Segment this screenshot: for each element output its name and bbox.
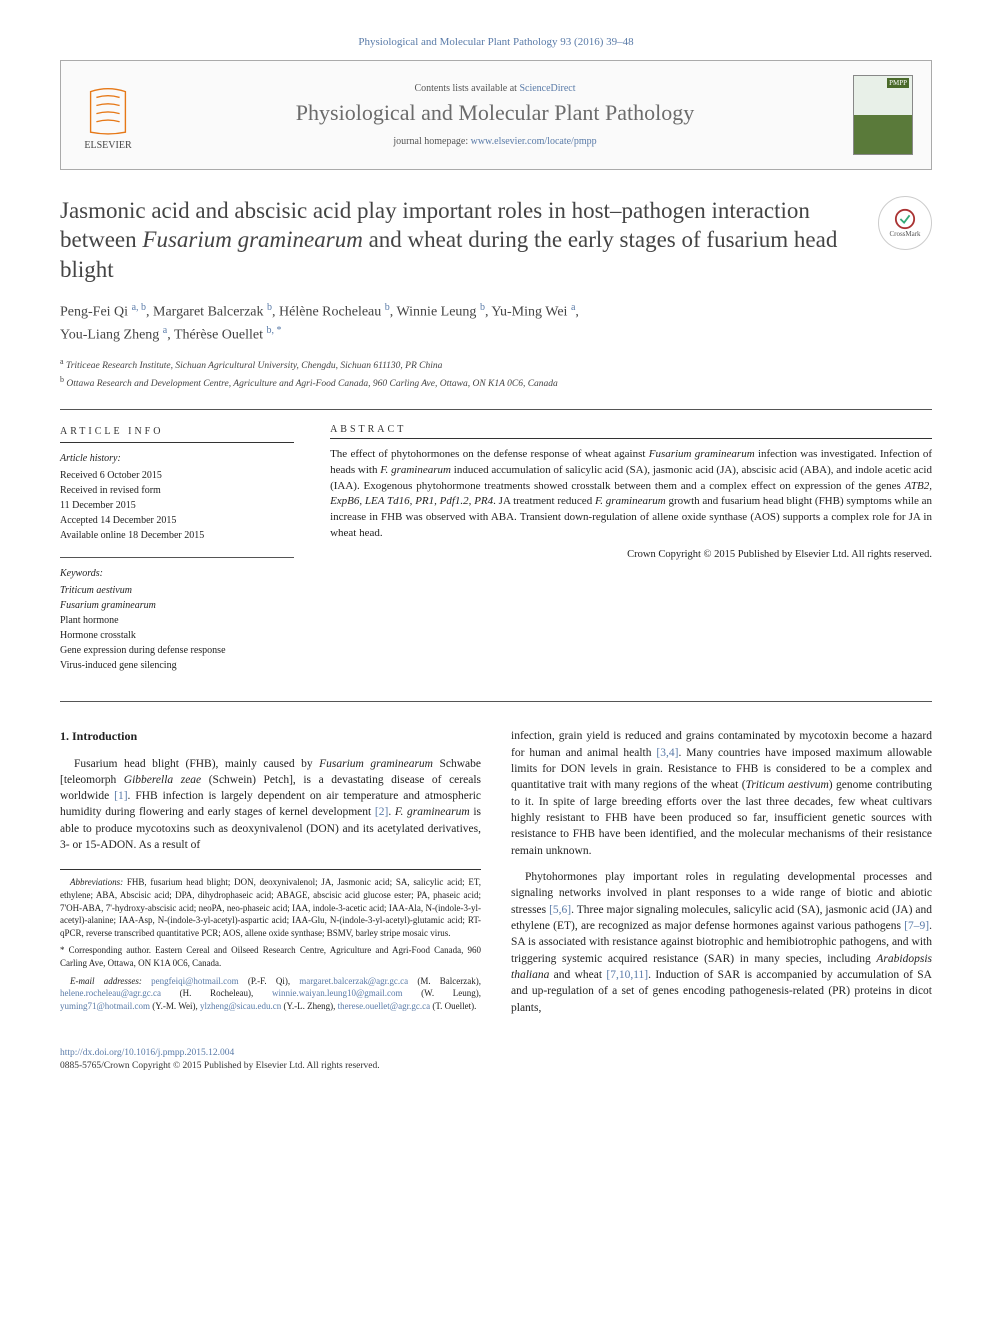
- affiliations: a Triticeae Research Institute, Sichuan …: [60, 356, 932, 392]
- intro-para-2: infection, grain yield is reduced and gr…: [511, 728, 932, 859]
- abstract-column: ABSTRACT The effect of phytohormones on …: [330, 424, 932, 687]
- crossmark-badge[interactable]: CrossMark: [878, 196, 932, 250]
- email-link[interactable]: ylzheng@sicau.edu.cn: [200, 1001, 281, 1011]
- ref-link[interactable]: [7–9]: [904, 920, 929, 932]
- email-link[interactable]: therese.ouellet@agr.gc.ca: [338, 1001, 431, 1011]
- journal-header-box: ELSEVIER Contents lists available at Sci…: [60, 60, 932, 170]
- ref-link[interactable]: [3,4]: [656, 747, 678, 759]
- homepage-line: journal homepage: www.elsevier.com/locat…: [157, 136, 833, 147]
- homepage-link[interactable]: www.elsevier.com/locate/pmpp: [471, 136, 597, 147]
- ref-link[interactable]: [7,10,11]: [606, 969, 648, 981]
- section-heading: 1. Introduction: [60, 728, 481, 745]
- page-footer: http://dx.doi.org/10.1016/j.pmpp.2015.12…: [60, 1048, 932, 1071]
- ref-link[interactable]: [1]: [114, 790, 127, 802]
- sciencedirect-link[interactable]: ScienceDirect: [519, 83, 575, 94]
- contents-line: Contents lists available at ScienceDirec…: [157, 83, 833, 94]
- elsevier-logo: ELSEVIER: [79, 80, 137, 151]
- journal-cover-thumb: [853, 75, 913, 155]
- email-link[interactable]: margaret.balcerzak@agr.gc.ca: [299, 976, 408, 986]
- body-columns: 1. Introduction Fusarium head blight (FH…: [60, 728, 932, 1026]
- ref-link[interactable]: [2]: [375, 806, 388, 818]
- footnotes: Abbreviations: FHB, fusarium head blight…: [60, 869, 481, 1012]
- email-link[interactable]: yuming71@hotmail.com: [60, 1001, 150, 1011]
- intro-para-1: Fusarium head blight (FHB), mainly cause…: [60, 756, 481, 854]
- doi-link[interactable]: http://dx.doi.org/10.1016/j.pmpp.2015.12…: [60, 1048, 234, 1058]
- journal-name: Physiological and Molecular Plant Pathol…: [157, 100, 833, 126]
- authors-list: Peng-Fei Qi a, b, Margaret Balcerzak b, …: [60, 300, 932, 345]
- email-link[interactable]: helene.rocheleau@agr.gc.ca: [60, 988, 161, 998]
- email-link[interactable]: pengfeiqi@hotmail.com: [151, 976, 239, 986]
- intro-para-3: Phytohormones play important roles in re…: [511, 869, 932, 1016]
- email-link[interactable]: winnie.waiyan.leung10@gmail.com: [272, 988, 403, 998]
- citation-header: Physiological and Molecular Plant Pathol…: [60, 36, 932, 48]
- article-title: Jasmonic acid and abscisic acid play imp…: [60, 196, 866, 284]
- ref-link[interactable]: [5,6]: [549, 904, 571, 916]
- article-info-column: ARTICLE INFO Article history: Received 6…: [60, 424, 294, 687]
- abstract-copyright: Crown Copyright © 2015 Published by Else…: [330, 549, 932, 560]
